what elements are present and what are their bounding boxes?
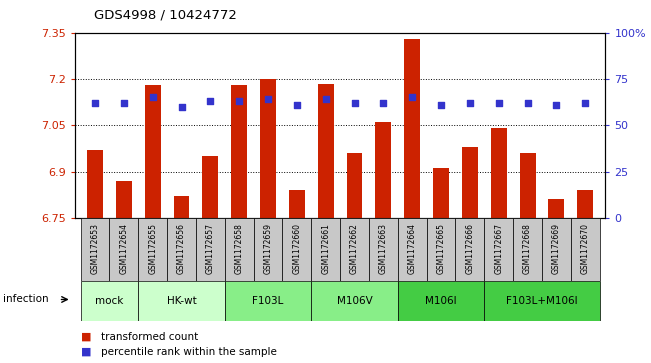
- Point: [234, 98, 244, 104]
- Bar: [398, 218, 426, 281]
- Bar: [202, 156, 218, 218]
- Point: [263, 97, 273, 102]
- Bar: [577, 190, 593, 218]
- Bar: [484, 218, 513, 281]
- Text: infection: infection: [3, 294, 49, 305]
- Text: GSM1172663: GSM1172663: [379, 223, 388, 274]
- Bar: [549, 199, 564, 218]
- Point: [292, 102, 302, 108]
- Bar: [283, 218, 311, 281]
- Text: GSM1172661: GSM1172661: [321, 223, 330, 274]
- Point: [176, 104, 187, 110]
- Bar: [571, 218, 600, 281]
- Bar: [513, 218, 542, 281]
- Bar: [109, 218, 138, 281]
- Bar: [260, 79, 276, 218]
- Text: F103L: F103L: [253, 296, 284, 306]
- Text: GSM1172662: GSM1172662: [350, 223, 359, 274]
- Text: percentile rank within the sample: percentile rank within the sample: [101, 347, 277, 357]
- Point: [90, 100, 100, 106]
- Point: [320, 97, 331, 102]
- Text: M106I: M106I: [425, 296, 457, 306]
- Text: GSM1172653: GSM1172653: [90, 223, 100, 274]
- Bar: [491, 128, 506, 218]
- Text: GSM1172654: GSM1172654: [119, 223, 128, 274]
- Bar: [196, 218, 225, 281]
- Text: HK-wt: HK-wt: [167, 296, 197, 306]
- Text: ■: ■: [81, 332, 92, 342]
- Bar: [340, 218, 369, 281]
- Bar: [376, 122, 391, 218]
- Bar: [311, 281, 398, 321]
- Bar: [369, 218, 398, 281]
- Text: GSM1172670: GSM1172670: [581, 223, 590, 274]
- Point: [551, 102, 562, 108]
- Point: [205, 98, 215, 104]
- Bar: [138, 218, 167, 281]
- Bar: [138, 281, 225, 321]
- Bar: [519, 153, 536, 218]
- Point: [407, 95, 417, 101]
- Text: GSM1172659: GSM1172659: [264, 223, 273, 274]
- Bar: [87, 150, 103, 218]
- Bar: [398, 281, 484, 321]
- Text: GSM1172660: GSM1172660: [292, 223, 301, 274]
- Point: [580, 100, 590, 106]
- Text: GSM1172657: GSM1172657: [206, 223, 215, 274]
- Bar: [81, 281, 138, 321]
- Point: [148, 95, 158, 101]
- Bar: [404, 39, 420, 218]
- Text: transformed count: transformed count: [101, 332, 198, 342]
- Bar: [346, 153, 363, 218]
- Point: [493, 100, 504, 106]
- Bar: [167, 218, 196, 281]
- Bar: [289, 190, 305, 218]
- Text: GSM1172656: GSM1172656: [177, 223, 186, 274]
- Text: GSM1172664: GSM1172664: [408, 223, 417, 274]
- Bar: [254, 218, 283, 281]
- Point: [522, 100, 533, 106]
- Bar: [542, 218, 571, 281]
- Text: GSM1172655: GSM1172655: [148, 223, 158, 274]
- Text: GSM1172667: GSM1172667: [494, 223, 503, 274]
- Text: GSM1172665: GSM1172665: [437, 223, 445, 274]
- Text: GSM1172669: GSM1172669: [552, 223, 561, 274]
- Bar: [456, 218, 484, 281]
- Bar: [81, 218, 109, 281]
- Point: [118, 100, 129, 106]
- Text: GSM1172666: GSM1172666: [465, 223, 475, 274]
- Text: GSM1172668: GSM1172668: [523, 223, 532, 274]
- Bar: [116, 181, 132, 218]
- Bar: [174, 196, 189, 218]
- Bar: [433, 168, 449, 218]
- Text: GDS4998 / 10424772: GDS4998 / 10424772: [94, 9, 237, 22]
- Text: M106V: M106V: [337, 296, 372, 306]
- Text: mock: mock: [95, 296, 124, 306]
- Bar: [426, 218, 456, 281]
- Bar: [462, 147, 478, 218]
- Bar: [318, 83, 334, 218]
- Point: [436, 102, 447, 108]
- Bar: [225, 281, 311, 321]
- Bar: [484, 281, 600, 321]
- Point: [378, 100, 389, 106]
- Bar: [225, 218, 254, 281]
- Point: [465, 100, 475, 106]
- Text: GSM1172658: GSM1172658: [235, 223, 243, 274]
- Text: F103L+M106I: F103L+M106I: [506, 296, 578, 306]
- Bar: [145, 85, 161, 218]
- Bar: [231, 85, 247, 218]
- Point: [350, 100, 360, 106]
- Bar: [311, 218, 340, 281]
- Text: ■: ■: [81, 347, 92, 357]
